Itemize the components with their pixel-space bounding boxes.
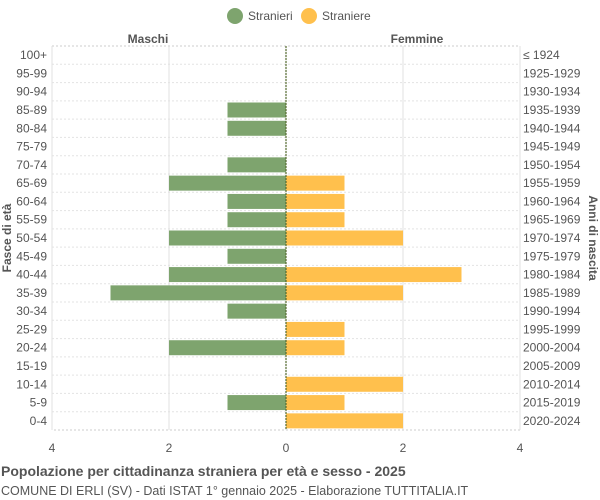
age-label: 80-84 [16, 121, 47, 135]
birth-year-label: 1975-1979 [523, 249, 581, 263]
birth-year-label: 1990-1994 [523, 304, 581, 318]
age-label: 10-14 [16, 377, 47, 391]
bar-male [227, 395, 286, 411]
bar-female [286, 413, 403, 429]
birth-year-label: ≤ 1924 [523, 48, 560, 62]
bar-male [227, 193, 286, 209]
bar-male [227, 248, 286, 264]
chart-title: Popolazione per cittadinanza straniera p… [1, 463, 406, 479]
age-label: 0-4 [30, 414, 48, 428]
legend-marker-straniere [301, 8, 317, 24]
birth-year-label: 1940-1944 [523, 121, 581, 135]
side-label-right: Femmine [391, 32, 444, 46]
age-label: 90-94 [16, 85, 47, 99]
bar-female [286, 193, 345, 209]
legend-label-straniere: Straniere [322, 9, 371, 23]
age-label: 70-74 [16, 158, 47, 172]
birth-year-label: 1930-1934 [523, 85, 581, 99]
age-label: 40-44 [16, 268, 47, 282]
bar-male [227, 120, 286, 136]
bar-female [286, 285, 403, 301]
age-label: 35-39 [16, 286, 47, 300]
age-label: 30-34 [16, 304, 47, 318]
y-axis-label-left: Fasce di età [0, 203, 14, 272]
birth-year-label: 1960-1964 [523, 194, 581, 208]
birth-year-label: 2015-2019 [523, 396, 581, 410]
bar-male [169, 175, 286, 191]
bar-female [286, 212, 345, 228]
birth-year-label: 2010-2014 [523, 377, 581, 391]
age-label: 25-29 [16, 322, 47, 336]
birth-year-label: 1965-1969 [523, 213, 581, 227]
birth-year-label: 1985-1989 [523, 286, 581, 300]
birth-year-label: 2000-2004 [523, 341, 581, 355]
chart-subtitle: COMUNE DI ERLI (SV) - Dati ISTAT 1° genn… [1, 484, 469, 498]
birth-year-label: 1935-1939 [523, 103, 581, 117]
side-label-left: Maschi [128, 32, 169, 46]
age-label: 75-79 [16, 140, 47, 154]
legend-marker-stranieri [227, 8, 243, 24]
age-label: 50-54 [16, 231, 47, 245]
bar-female [286, 321, 345, 337]
y-axis-label-right: Anni di nascita [586, 195, 600, 281]
x-tick-label: 2 [400, 441, 407, 455]
x-tick-label: 4 [49, 441, 56, 455]
bar-male [227, 212, 286, 228]
age-label: 95-99 [16, 66, 47, 80]
birth-year-label: 1955-1959 [523, 176, 581, 190]
bar-female [286, 230, 403, 246]
age-label: 55-59 [16, 213, 47, 227]
birth-year-label: 1970-1974 [523, 231, 581, 245]
birth-year-label: 2005-2009 [523, 359, 581, 373]
birth-year-label: 1950-1954 [523, 158, 581, 172]
age-label: 5-9 [30, 396, 48, 410]
birth-year-label: 1945-1949 [523, 140, 581, 154]
x-tick-label: 0 [283, 441, 290, 455]
birth-year-label: 1980-1984 [523, 268, 581, 282]
bar-male [227, 157, 286, 173]
age-label: 65-69 [16, 176, 47, 190]
age-label: 20-24 [16, 341, 47, 355]
age-label: 45-49 [16, 249, 47, 263]
age-label: 15-19 [16, 359, 47, 373]
bar-female [286, 267, 462, 283]
bar-male [110, 285, 286, 301]
x-tick-label: 4 [517, 441, 524, 455]
bar-female [286, 175, 345, 191]
age-label: 85-89 [16, 103, 47, 117]
legend-label-stranieri: Stranieri [248, 9, 293, 23]
bar-male [169, 267, 286, 283]
bar-male [169, 230, 286, 246]
bar-male [227, 102, 286, 118]
birth-year-label: 2020-2024 [523, 414, 581, 428]
bar-female [286, 376, 403, 392]
bar-male [169, 340, 286, 356]
age-label: 60-64 [16, 194, 47, 208]
birth-year-label: 1995-1999 [523, 322, 581, 336]
bar-female [286, 395, 345, 411]
bar-male [227, 303, 286, 319]
birth-year-label: 1925-1929 [523, 66, 581, 80]
age-label: 100+ [20, 48, 47, 62]
x-tick-label: 2 [166, 441, 173, 455]
bar-female [286, 340, 345, 356]
